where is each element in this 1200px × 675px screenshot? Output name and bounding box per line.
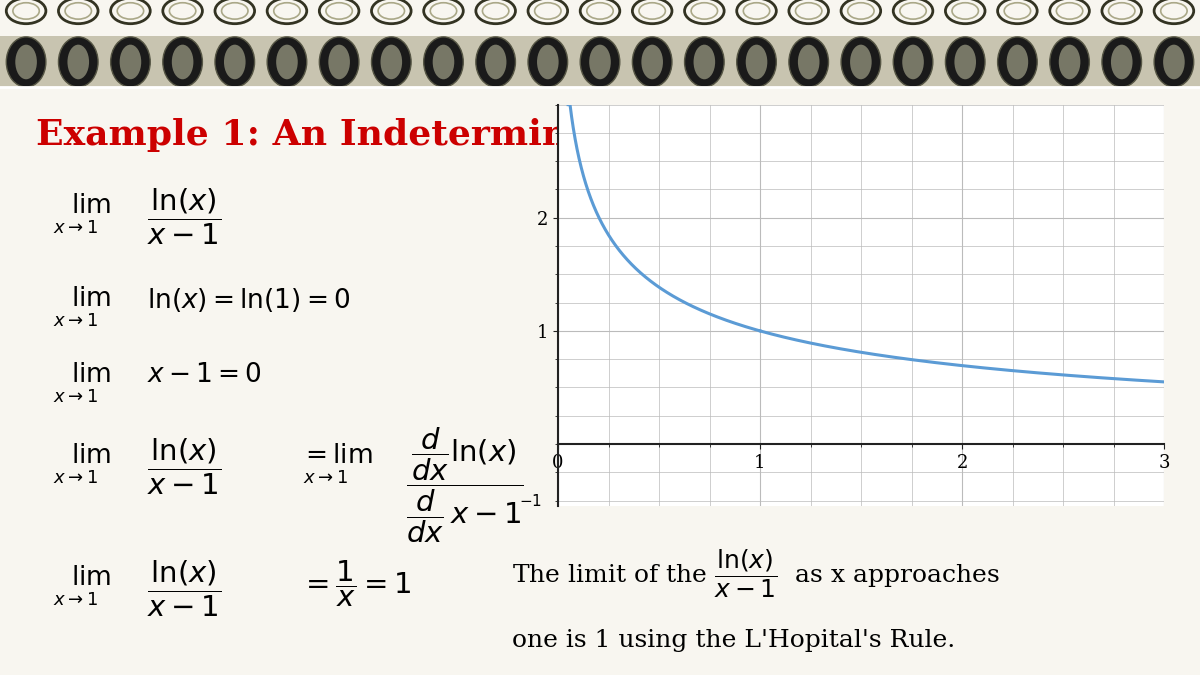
Ellipse shape: [110, 37, 150, 87]
Ellipse shape: [6, 37, 46, 87]
Ellipse shape: [902, 45, 924, 79]
Ellipse shape: [1050, 37, 1090, 87]
Ellipse shape: [172, 45, 193, 79]
Ellipse shape: [954, 45, 976, 79]
Text: The limit of the $\dfrac{\ln(x)}{x-1}$  as x approaches: The limit of the $\dfrac{\ln(x)}{x-1}$ a…: [512, 547, 1000, 600]
Ellipse shape: [372, 37, 412, 87]
Ellipse shape: [1007, 45, 1028, 79]
Text: $= \dfrac{1}{x} = 1$: $= \dfrac{1}{x} = 1$: [300, 559, 412, 609]
Ellipse shape: [59, 37, 98, 87]
Text: Example 1: An Indeterminate Form of Type 0/0: Example 1: An Indeterminate Form of Type…: [36, 117, 983, 153]
Ellipse shape: [224, 45, 246, 79]
Ellipse shape: [893, 37, 932, 87]
Ellipse shape: [641, 45, 662, 79]
Ellipse shape: [589, 45, 611, 79]
Text: $x{\to}1$: $x{\to}1$: [54, 387, 98, 406]
Ellipse shape: [67, 45, 89, 79]
Ellipse shape: [424, 37, 463, 87]
FancyBboxPatch shape: [0, 36, 1200, 86]
Ellipse shape: [528, 37, 568, 87]
Ellipse shape: [694, 45, 715, 79]
Text: $x{\to}1$: $x{\to}1$: [54, 591, 98, 609]
Ellipse shape: [163, 37, 203, 87]
Ellipse shape: [684, 37, 724, 87]
Text: $x{\to}1$: $x{\to}1$: [302, 469, 348, 487]
Ellipse shape: [632, 37, 672, 87]
Text: $= \lim$: $= \lim$: [300, 443, 373, 468]
Ellipse shape: [1154, 37, 1194, 87]
Text: $\lim$: $\lim$: [71, 193, 112, 218]
Text: $\dfrac{\ln(x)}{x - 1}$: $\dfrac{\ln(x)}{x - 1}$: [148, 188, 222, 248]
Ellipse shape: [268, 37, 307, 87]
Text: $\dfrac{\ln(x)}{x - 1}$: $\dfrac{\ln(x)}{x - 1}$: [148, 559, 222, 619]
Text: $\lim$: $\lim$: [71, 443, 112, 468]
Text: $-1$: $-1$: [518, 493, 542, 508]
Text: $\lim$: $\lim$: [71, 362, 112, 387]
Ellipse shape: [788, 37, 828, 87]
Ellipse shape: [850, 45, 871, 79]
Ellipse shape: [737, 37, 776, 87]
Text: $\lim$: $\lim$: [71, 286, 112, 311]
Ellipse shape: [1058, 45, 1080, 79]
Ellipse shape: [1102, 37, 1141, 87]
Text: $x{\to}1$: $x{\to}1$: [54, 312, 98, 330]
Ellipse shape: [215, 37, 254, 87]
Ellipse shape: [946, 37, 985, 87]
Ellipse shape: [380, 45, 402, 79]
Ellipse shape: [16, 45, 37, 79]
Ellipse shape: [485, 45, 506, 79]
Ellipse shape: [581, 37, 619, 87]
Ellipse shape: [433, 45, 455, 79]
Ellipse shape: [319, 37, 359, 87]
Ellipse shape: [476, 37, 516, 87]
Ellipse shape: [538, 45, 559, 79]
Text: $\dfrac{\ln(x)}{x - 1}$: $\dfrac{\ln(x)}{x - 1}$: [148, 437, 222, 497]
Ellipse shape: [1111, 45, 1133, 79]
Ellipse shape: [276, 45, 298, 79]
Ellipse shape: [745, 45, 767, 79]
Ellipse shape: [1163, 45, 1184, 79]
Text: $x - 1 = 0$: $x - 1 = 0$: [148, 362, 263, 387]
Ellipse shape: [798, 45, 820, 79]
Text: $\lim$: $\lim$: [71, 565, 112, 590]
Ellipse shape: [329, 45, 350, 79]
Ellipse shape: [841, 37, 881, 87]
Text: one is 1 using the L'Hopital's Rule.: one is 1 using the L'Hopital's Rule.: [512, 628, 955, 651]
Ellipse shape: [120, 45, 142, 79]
Text: $\ln(x) = \ln(1) = 0$: $\ln(x) = \ln(1) = 0$: [148, 286, 350, 314]
Ellipse shape: [997, 37, 1037, 87]
Text: $x{\to}1$: $x{\to}1$: [54, 219, 98, 238]
Text: $x{\to}1$: $x{\to}1$: [54, 469, 98, 487]
Text: $\dfrac{\dfrac{d}{dx}\ln(x)}{\dfrac{d}{dx}\,x - 1}$: $\dfrac{\dfrac{d}{dx}\ln(x)}{\dfrac{d}{d…: [406, 425, 524, 545]
